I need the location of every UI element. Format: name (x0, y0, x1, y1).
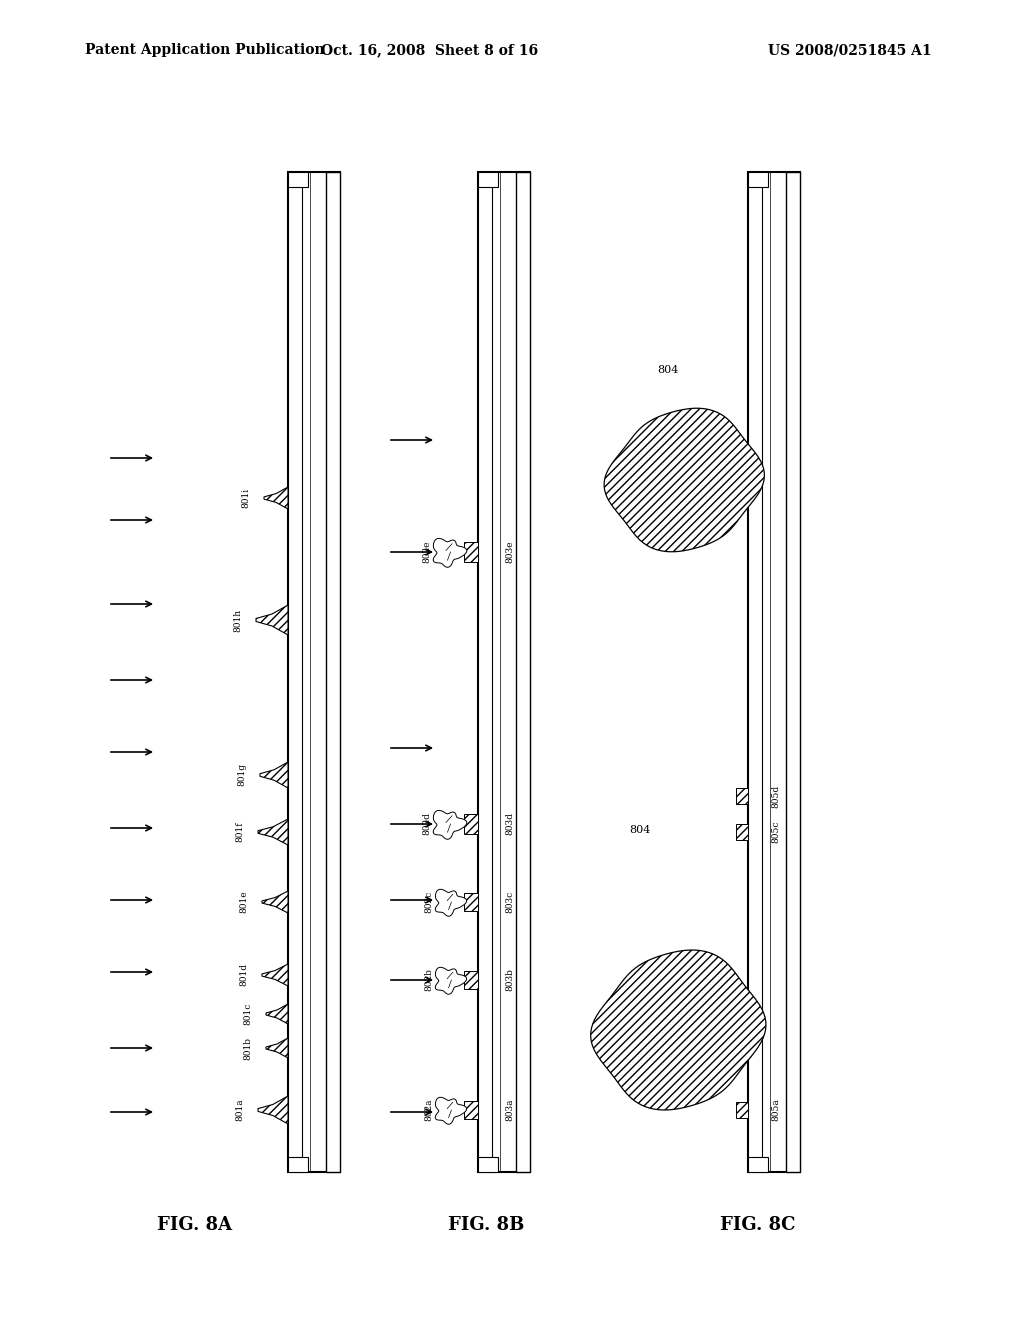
Bar (748, 172, 800, 1172)
Text: 802a: 802a (425, 1098, 433, 1121)
Text: FIG. 8B: FIG. 8B (449, 1216, 524, 1234)
Bar (464, 814, 478, 834)
Bar (288, 172, 308, 187)
Text: 804: 804 (630, 825, 650, 836)
Bar (326, 172, 340, 1172)
Bar (786, 172, 800, 1172)
Bar (288, 172, 340, 1172)
Text: 803a: 803a (506, 1098, 514, 1121)
Text: Oct. 16, 2008  Sheet 8 of 16: Oct. 16, 2008 Sheet 8 of 16 (322, 44, 539, 57)
Text: US 2008/0251845 A1: US 2008/0251845 A1 (768, 44, 932, 57)
Bar (478, 172, 530, 1172)
Text: 803c: 803c (506, 891, 514, 913)
Text: FIG. 8C: FIG. 8C (720, 1216, 796, 1234)
Text: 801i: 801i (242, 488, 251, 508)
Polygon shape (266, 1038, 288, 1059)
Text: FIG. 8A: FIG. 8A (157, 1216, 232, 1234)
Text: 804: 804 (657, 366, 679, 375)
Text: 805a: 805a (771, 1098, 780, 1122)
Bar (288, 1158, 308, 1172)
Text: 803e: 803e (506, 541, 514, 564)
Text: 801h: 801h (233, 609, 243, 631)
Text: 802c: 802c (425, 891, 433, 913)
Bar (516, 172, 530, 1172)
Bar (736, 788, 748, 804)
Bar (748, 172, 768, 187)
Text: 802b: 802b (425, 969, 433, 991)
Polygon shape (435, 890, 467, 916)
Text: Patent Application Publication: Patent Application Publication (85, 44, 325, 57)
Polygon shape (433, 810, 467, 840)
Polygon shape (433, 539, 467, 568)
Text: 801d: 801d (240, 964, 249, 986)
Text: 802e: 802e (422, 541, 431, 564)
Polygon shape (604, 408, 764, 552)
Text: 801b: 801b (244, 1036, 253, 1060)
Text: 805d: 805d (771, 784, 780, 808)
Text: 801g: 801g (238, 763, 247, 787)
Bar (736, 824, 748, 840)
Polygon shape (258, 1096, 288, 1125)
Polygon shape (264, 487, 288, 510)
Polygon shape (591, 950, 766, 1110)
Polygon shape (266, 1005, 288, 1024)
Text: 802d: 802d (422, 813, 431, 836)
Polygon shape (435, 968, 467, 994)
Bar (464, 972, 478, 989)
Text: 801e: 801e (240, 891, 249, 913)
Text: 801a: 801a (236, 1098, 245, 1121)
Bar (478, 1158, 498, 1172)
Text: 803b: 803b (506, 969, 514, 991)
Bar (478, 172, 498, 187)
Polygon shape (262, 891, 288, 913)
Bar (464, 1101, 478, 1119)
Bar (464, 894, 478, 911)
Bar (736, 1102, 748, 1118)
Polygon shape (256, 605, 288, 635)
Bar (748, 1158, 768, 1172)
Polygon shape (435, 1097, 467, 1125)
Bar (464, 543, 478, 562)
Polygon shape (258, 818, 288, 845)
Polygon shape (262, 964, 288, 986)
Text: 801f: 801f (236, 822, 245, 842)
Polygon shape (260, 762, 288, 788)
Text: 801c: 801c (244, 1003, 253, 1026)
Text: 805c: 805c (771, 821, 780, 843)
Text: 803d: 803d (506, 813, 514, 836)
